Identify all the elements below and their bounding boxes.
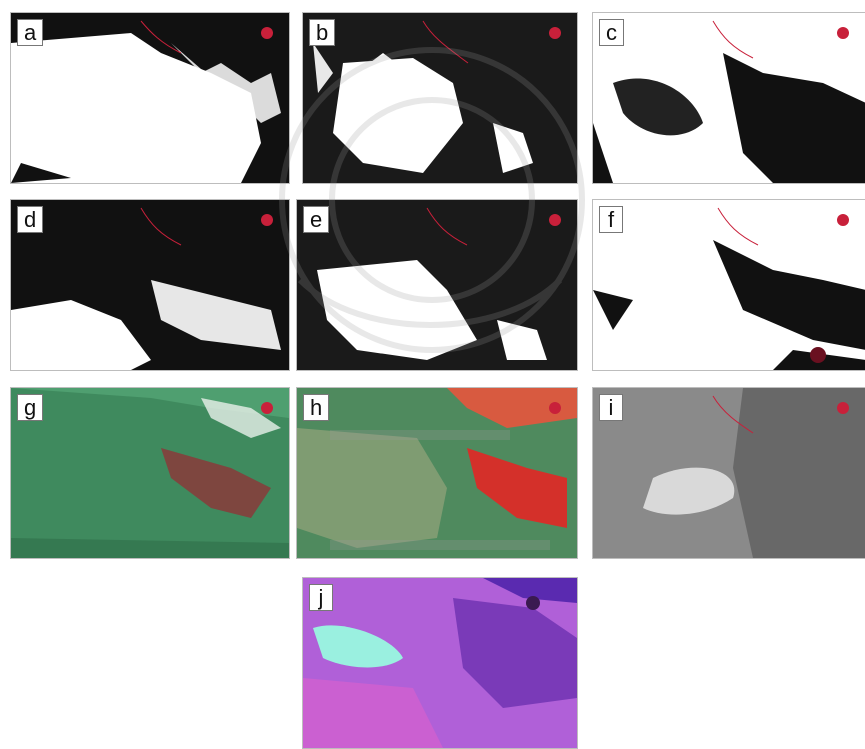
panel-d-label: d [17,206,44,233]
panel-d: d [10,199,290,371]
panel-j: j [302,577,578,749]
panel-a-label: a [17,19,44,46]
panel-g: g [10,387,290,559]
panel-e-image [297,200,577,370]
panel-c-image [593,13,865,183]
panel-f: f [592,199,865,371]
panel-a-image [11,13,289,183]
panel-b-label: b [309,19,336,46]
panel-j-image [303,578,577,748]
panel-a: a [10,12,290,184]
panel-b-image [303,13,577,183]
panel-c-label: c [599,19,624,46]
panel-h: h [296,387,578,559]
panel-h-image [297,388,577,558]
panel-g-image [11,388,289,558]
panel-g-label: g [17,394,44,421]
panel-j-label: j [309,584,333,611]
panel-c: c [592,12,865,184]
panel-d-image [11,200,289,370]
panel-f-image [593,200,865,370]
panel-h-label: h [303,394,330,421]
panel-i: i [592,387,865,559]
panel-b: b [302,12,578,184]
panel-f-label: f [599,206,623,233]
panel-i-label: i [599,394,623,421]
panel-i-image [593,388,865,558]
panel-e-label: e [303,206,330,233]
panel-e: e [296,199,578,371]
